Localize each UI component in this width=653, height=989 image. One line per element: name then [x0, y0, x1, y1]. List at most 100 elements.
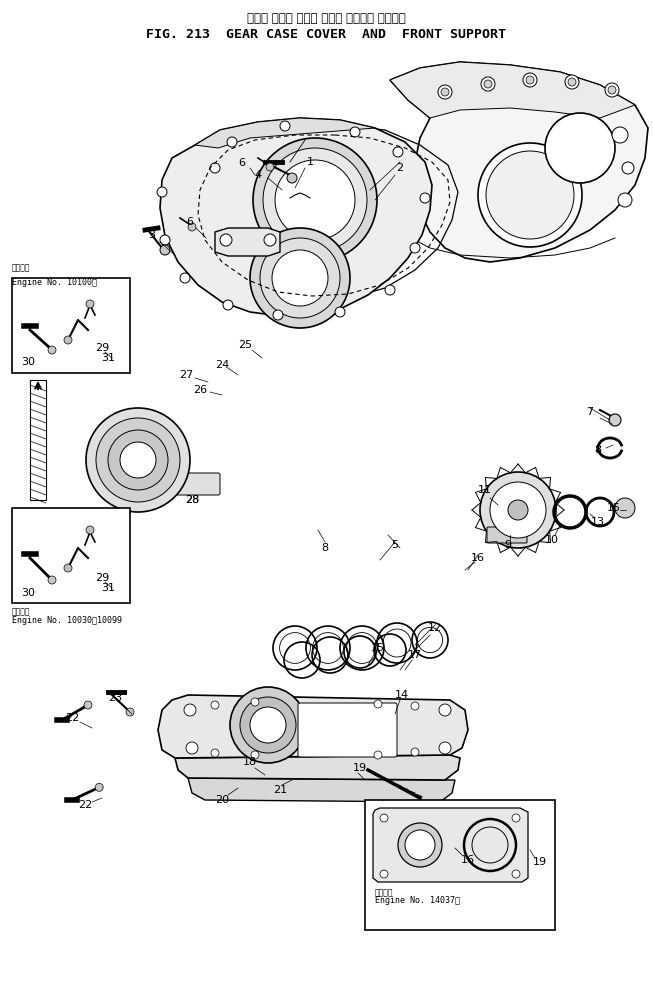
Text: 22: 22 — [65, 713, 79, 723]
Text: 6: 6 — [187, 217, 193, 227]
Circle shape — [480, 472, 556, 548]
Text: 15: 15 — [607, 503, 621, 513]
Text: 6: 6 — [238, 158, 246, 168]
Polygon shape — [215, 228, 280, 256]
Circle shape — [272, 250, 328, 306]
Text: 4: 4 — [255, 170, 262, 180]
Circle shape — [411, 702, 419, 710]
Circle shape — [605, 83, 619, 97]
Text: 18: 18 — [243, 757, 257, 767]
Text: 31: 31 — [101, 583, 115, 593]
Circle shape — [374, 700, 382, 708]
Circle shape — [96, 418, 180, 502]
Circle shape — [64, 564, 72, 572]
FancyBboxPatch shape — [136, 473, 220, 495]
Circle shape — [486, 151, 574, 239]
Polygon shape — [390, 62, 635, 118]
Text: 16: 16 — [471, 553, 485, 563]
Text: 31: 31 — [101, 353, 115, 363]
Circle shape — [108, 430, 168, 490]
Circle shape — [374, 751, 382, 759]
Circle shape — [622, 162, 634, 174]
Circle shape — [420, 193, 430, 203]
Circle shape — [48, 346, 56, 354]
Circle shape — [223, 300, 233, 310]
Text: 23: 23 — [108, 693, 122, 703]
Text: 29: 29 — [95, 573, 109, 583]
Circle shape — [612, 127, 628, 143]
Text: 28: 28 — [185, 495, 199, 505]
Text: 29: 29 — [95, 343, 109, 353]
Polygon shape — [158, 695, 468, 758]
Circle shape — [160, 235, 170, 245]
Polygon shape — [390, 62, 648, 262]
Circle shape — [411, 748, 419, 756]
Text: 19: 19 — [353, 763, 367, 773]
Circle shape — [609, 414, 621, 426]
Circle shape — [160, 245, 170, 255]
Bar — [12, 278, 130, 373]
Circle shape — [380, 814, 388, 822]
Text: 8: 8 — [321, 543, 328, 553]
Circle shape — [410, 243, 420, 253]
Polygon shape — [160, 118, 432, 316]
Circle shape — [615, 498, 635, 518]
Text: 適用号機: 適用号機 — [375, 888, 394, 897]
Text: 12: 12 — [428, 623, 442, 633]
Bar — [30, 380, 46, 500]
Circle shape — [526, 76, 534, 84]
Circle shape — [180, 273, 190, 283]
Circle shape — [441, 88, 449, 96]
Text: 9: 9 — [504, 540, 511, 550]
Circle shape — [512, 814, 520, 822]
Circle shape — [230, 687, 306, 763]
Circle shape — [398, 823, 442, 867]
Circle shape — [439, 742, 451, 754]
Circle shape — [565, 75, 579, 89]
Circle shape — [273, 310, 283, 320]
Circle shape — [380, 870, 388, 878]
Text: 28: 28 — [185, 495, 199, 505]
Circle shape — [250, 707, 286, 743]
FancyBboxPatch shape — [298, 703, 397, 757]
Circle shape — [287, 173, 297, 183]
Circle shape — [251, 751, 259, 759]
Circle shape — [608, 86, 616, 94]
Circle shape — [250, 228, 350, 328]
Circle shape — [275, 160, 355, 240]
Circle shape — [186, 742, 198, 754]
Circle shape — [260, 238, 340, 318]
Text: Engine No. 10030～10099: Engine No. 10030～10099 — [12, 616, 122, 625]
Circle shape — [385, 285, 395, 295]
Polygon shape — [373, 808, 528, 882]
Circle shape — [188, 223, 196, 231]
Circle shape — [508, 500, 528, 520]
Polygon shape — [175, 755, 460, 780]
Circle shape — [523, 73, 537, 87]
Circle shape — [211, 701, 219, 709]
Bar — [12, 508, 130, 603]
Circle shape — [120, 442, 156, 478]
Circle shape — [86, 300, 94, 308]
Polygon shape — [188, 778, 455, 802]
Circle shape — [280, 121, 290, 131]
Circle shape — [512, 870, 520, 878]
Text: 11: 11 — [478, 485, 492, 495]
Circle shape — [227, 137, 237, 147]
Circle shape — [478, 143, 582, 247]
Circle shape — [484, 80, 492, 88]
Text: 30: 30 — [21, 588, 35, 598]
Text: 22: 22 — [78, 800, 92, 810]
Text: FIG. 213  GEAR CASE COVER  AND  FRONT SUPPORT: FIG. 213 GEAR CASE COVER AND FRONT SUPPO… — [146, 28, 506, 41]
Text: 17: 17 — [408, 650, 422, 660]
Circle shape — [545, 113, 615, 183]
Circle shape — [211, 749, 219, 757]
Circle shape — [86, 408, 190, 512]
Circle shape — [264, 234, 276, 246]
Text: 13: 13 — [591, 517, 605, 527]
Text: 5: 5 — [392, 540, 398, 550]
Circle shape — [568, 78, 576, 86]
Text: 8: 8 — [594, 445, 601, 455]
Circle shape — [618, 193, 632, 207]
Text: 14: 14 — [395, 690, 409, 700]
